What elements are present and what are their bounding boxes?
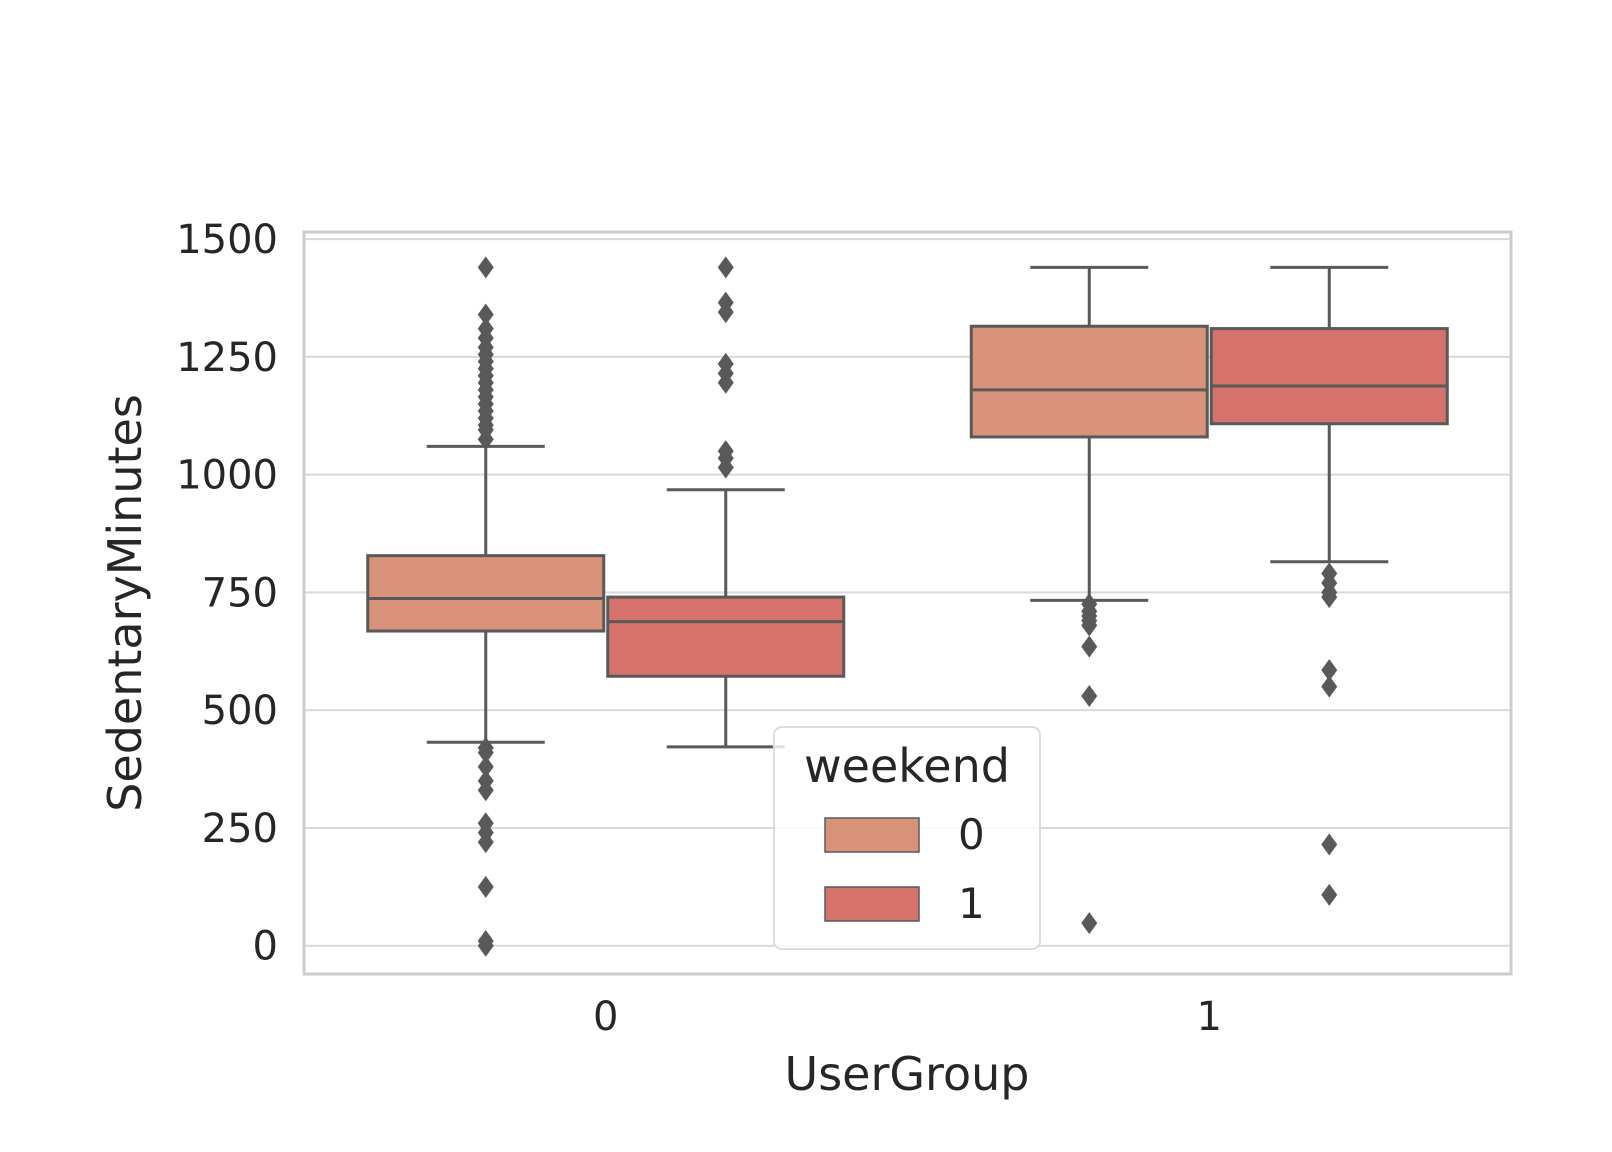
- y-axis-label: SedentaryMinutes: [98, 394, 152, 812]
- y-tick-label: 0: [253, 924, 278, 970]
- y-tick-label: 250: [202, 806, 278, 852]
- plot-frame: [302, 230, 1513, 976]
- x-tick-label: 1: [1197, 994, 1222, 1040]
- outlier-point: [1081, 635, 1098, 658]
- box-group: [606, 256, 846, 749]
- outlier-point: [1321, 659, 1338, 682]
- x-tick-label: 0: [593, 994, 618, 1040]
- y-tick-label: 1500: [176, 217, 278, 263]
- legend-label-1: 1: [958, 879, 985, 928]
- outlier-point: [717, 256, 734, 279]
- legend-title: weekend: [804, 739, 1010, 793]
- outlier-point: [717, 301, 734, 324]
- box-group: [366, 256, 606, 957]
- outlier-point: [1321, 833, 1338, 856]
- plot-layer: [366, 256, 1449, 957]
- outlier-point: [1081, 685, 1098, 708]
- outlier-point: [1321, 586, 1338, 609]
- outlier-point: [477, 755, 494, 778]
- outlier-point: [1321, 675, 1338, 698]
- x-axis-label: UserGroup: [785, 1047, 1030, 1101]
- outlier-point: [717, 371, 734, 394]
- outlier-point: [1321, 883, 1338, 906]
- outlier-point: [477, 934, 494, 957]
- outlier-point: [477, 831, 494, 854]
- legend-label-0: 0: [958, 810, 985, 859]
- outlier-point: [477, 741, 494, 764]
- outlier-point: [717, 456, 734, 479]
- y-tick-label: 750: [202, 570, 278, 616]
- legend: weekend 0 1: [773, 726, 1041, 950]
- y-tick-label: 1250: [176, 335, 278, 381]
- box: [606, 595, 846, 678]
- box-group: [969, 265, 1209, 935]
- box: [366, 554, 606, 633]
- box: [969, 324, 1209, 439]
- outlier-point: [477, 428, 494, 451]
- legend-swatch-0: [824, 817, 920, 853]
- outlier-point: [477, 303, 494, 326]
- outlier-point: [1081, 912, 1098, 935]
- outlier-point: [477, 779, 494, 802]
- box: [1209, 327, 1449, 426]
- outlier-point: [1081, 614, 1098, 637]
- box-group: [1209, 265, 1449, 906]
- y-tick-label: 500: [202, 688, 278, 734]
- outlier-point: [477, 875, 494, 898]
- y-tick-label: 1000: [176, 453, 278, 499]
- y-tick-labels: 0 250 500 750 1000 1250 1500: [176, 217, 278, 970]
- legend-swatch-1: [824, 886, 920, 922]
- outlier-point: [477, 256, 494, 279]
